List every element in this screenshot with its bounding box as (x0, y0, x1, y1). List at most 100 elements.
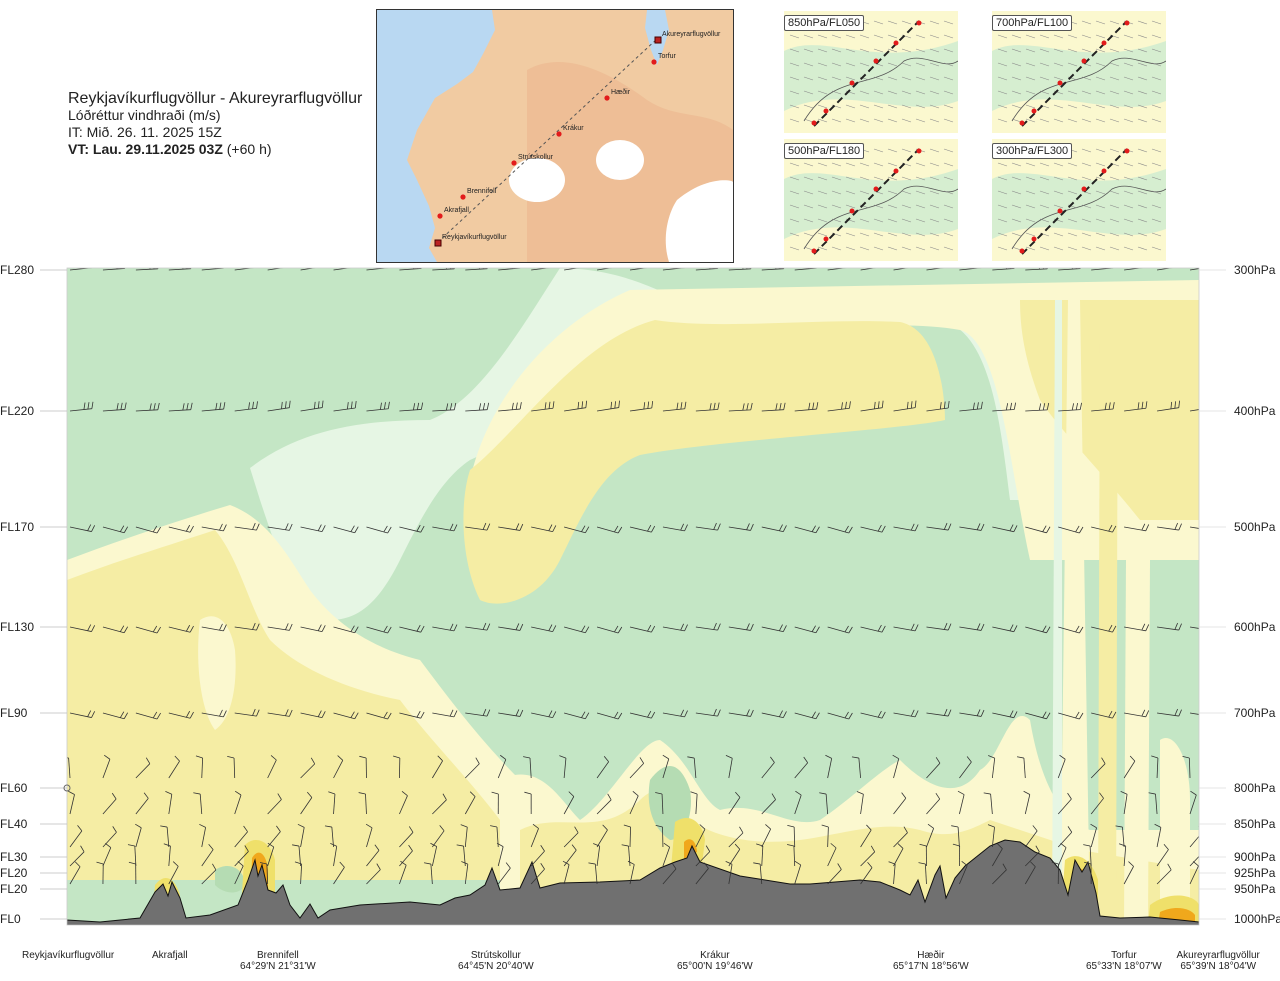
barb-shaft (69, 851, 85, 867)
wind-barb (1090, 823, 1097, 848)
mini-barb (1067, 176, 1078, 181)
barb-flag (281, 262, 282, 268)
barb-flag (491, 791, 499, 795)
mini-map-300-svg (992, 139, 1166, 261)
barb-flag (289, 400, 291, 408)
barb-flag (901, 792, 907, 799)
barb-shaft (102, 847, 112, 867)
level-marker (63, 784, 71, 792)
wind-barb (596, 711, 623, 720)
route-line (437, 37, 659, 243)
mini-barb (1095, 104, 1106, 109)
mini-waypoint (1057, 208, 1063, 214)
barb-flag (339, 861, 345, 868)
wind-barb (1118, 843, 1127, 867)
barb-flag (1204, 262, 1205, 268)
mini-map-850: 850hPa/FL050 (784, 11, 958, 133)
wind-barb (629, 268, 648, 271)
wind-barb (662, 523, 688, 532)
barb-flag (725, 754, 733, 759)
barb-flag (750, 523, 754, 531)
barb-shaft (432, 760, 443, 779)
barb-shaft (761, 846, 764, 867)
mini-barb (929, 104, 940, 109)
wind-barb (893, 826, 908, 848)
barb-flag (157, 402, 160, 410)
barb-flag (717, 709, 721, 717)
wind-barb (893, 623, 919, 632)
wind-barb (333, 525, 359, 534)
mini-waypoint (873, 186, 879, 192)
barb-flag (1141, 709, 1146, 717)
barb-flag (844, 525, 849, 533)
barb-shaft (465, 763, 480, 779)
barb-flag (1009, 710, 1014, 718)
wind-barbs (67, 262, 1209, 885)
wind-barb (460, 824, 468, 848)
wind-barb (629, 710, 656, 719)
barb-flag (939, 268, 941, 269)
barb-flag (1145, 710, 1150, 717)
barb-flag (1190, 790, 1197, 796)
barb-flag (350, 401, 353, 409)
mini-barb (859, 90, 870, 95)
location-label: Krákur 65°00'N 19°46'W (677, 950, 753, 972)
barb-flag (1013, 268, 1015, 269)
wind-barb (267, 400, 291, 412)
mini-barb (943, 76, 954, 81)
barb-flag (383, 625, 388, 633)
barb-shaft (924, 864, 927, 885)
mini-barb (887, 20, 898, 25)
barb-shaft (166, 827, 170, 848)
barb-flag (87, 710, 92, 717)
barb-flag (189, 625, 194, 633)
barb-flag (219, 623, 223, 631)
mini-barb (845, 190, 856, 195)
wind-barb (1156, 843, 1169, 867)
glacier-hofsjokull (596, 140, 644, 180)
location-label: Akureyrarflugvöllur 65°39'N 18°04'W (1177, 950, 1260, 972)
wind-barb (300, 400, 324, 412)
barb-flag (795, 790, 802, 796)
barb-flag (259, 862, 267, 865)
wind-barb (988, 755, 996, 779)
wind-barb (432, 623, 458, 632)
terrain-profile (67, 839, 1199, 925)
barb-flag (1090, 823, 1097, 829)
barb-shaft (827, 869, 842, 885)
wind-barb (267, 793, 282, 815)
location-coordinates: 65°39'N 18°04'W (1180, 961, 1257, 972)
mini-barb (1151, 218, 1162, 223)
mini-coast (1011, 185, 1166, 250)
mini-barb (1109, 104, 1120, 109)
flight-level-label: FL220 (0, 404, 35, 418)
mini-barb (831, 118, 842, 123)
barb-flag (935, 757, 941, 764)
barb-shaft (893, 864, 896, 885)
barb-shaft (1189, 626, 1199, 629)
barb-flag (1208, 262, 1209, 267)
barb-flag (943, 401, 946, 409)
wind-barb (596, 824, 608, 848)
barb-flag (690, 791, 698, 795)
mini-barb (831, 176, 842, 181)
mini-barb (1123, 204, 1134, 209)
barb-flag (324, 825, 332, 828)
wind-barb (794, 402, 819, 412)
barb-flag (383, 268, 385, 269)
barb-flag (739, 826, 744, 834)
barb-flag (617, 526, 623, 534)
mini-barb (1039, 246, 1050, 251)
barb-flag (544, 268, 546, 269)
mini-barb (901, 90, 912, 95)
barb-shaft (793, 845, 796, 867)
wind-barb (1083, 844, 1092, 867)
wind-barb (761, 710, 787, 719)
mini-barb (1011, 176, 1022, 181)
wind-barb (1156, 400, 1180, 412)
mini-barb (1109, 20, 1120, 25)
wind-field (67, 262, 1209, 925)
barb-flag (746, 403, 749, 411)
wind-barb (69, 861, 81, 885)
barb-shaft (298, 846, 301, 867)
